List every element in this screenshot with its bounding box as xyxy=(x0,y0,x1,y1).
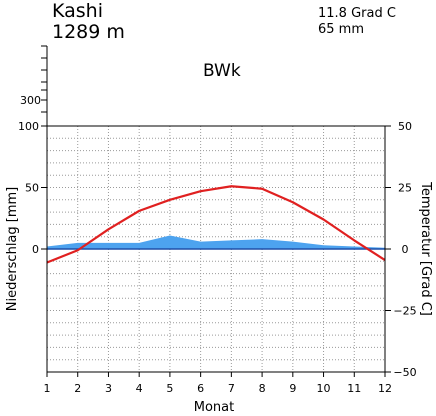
x-axis-tick-label: 5 xyxy=(166,382,173,395)
mean-temperature: 11.8 Grad C xyxy=(318,6,396,21)
x-axis-tick-label: 6 xyxy=(197,382,204,395)
climate-class: BWk xyxy=(203,61,241,81)
x-axis-tick-label: 10 xyxy=(317,382,331,395)
upper-axis-tick-label: 300 xyxy=(20,94,41,107)
x-axis-tick-label: 9 xyxy=(289,382,296,395)
temperature-line xyxy=(46,185,386,264)
right-axis-tick-label: −50 xyxy=(393,366,416,379)
x-axis-tick-label: 2 xyxy=(74,382,81,395)
station-name: Kashi xyxy=(52,0,103,22)
left-axis-tick-label: 0 xyxy=(32,243,39,256)
precipitation-area xyxy=(47,235,385,249)
x-axis-tick-label: 1 xyxy=(44,382,51,395)
x-axis-tick-label: 11 xyxy=(347,382,361,395)
station-elevation: 1289 m xyxy=(52,21,125,43)
left-axis-title: Niederschlag [mm] xyxy=(5,187,20,312)
x-axis-tick-label: 7 xyxy=(228,382,235,395)
right-axis-tick-label: 25 xyxy=(398,182,412,195)
x-axis-tick-label: 12 xyxy=(378,382,392,395)
right-axis-tick-label: −25 xyxy=(393,305,416,318)
x-axis-tick-label: 3 xyxy=(105,382,112,395)
x-axis-tick-label: 8 xyxy=(259,382,266,395)
x-axis-tick-label: 4 xyxy=(136,382,143,395)
x-axis-title: Monat xyxy=(194,400,234,415)
left-axis-tick-label: 100 xyxy=(18,120,39,133)
right-axis-tick-label: 0 xyxy=(402,243,409,256)
annual-precipitation: 65 mm xyxy=(318,22,365,37)
left-axis-tick-label: 50 xyxy=(25,182,39,195)
right-axis-tick-label: 50 xyxy=(398,120,412,133)
right-axis-title: Temperatur [Grad C] xyxy=(418,181,433,316)
